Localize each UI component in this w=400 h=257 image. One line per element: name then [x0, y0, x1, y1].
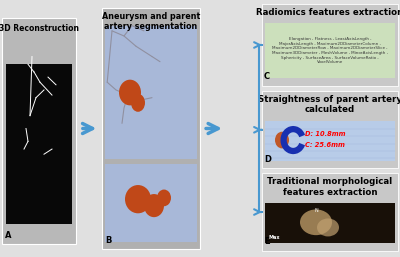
FancyBboxPatch shape: [262, 91, 398, 168]
Text: Straightness of parent artery
calculated: Straightness of parent artery calculated: [258, 95, 400, 114]
Text: Aneurysm and parent
artery segmentation: Aneurysm and parent artery segmentation: [102, 12, 200, 31]
Text: B: B: [105, 236, 112, 245]
Text: C: 25.6mm: C: 25.6mm: [305, 142, 345, 148]
FancyBboxPatch shape: [262, 4, 398, 86]
Text: E: E: [264, 237, 270, 246]
Text: D: 10.8mm: D: 10.8mm: [305, 131, 346, 137]
Text: Radiomics features extraction: Radiomics features extraction: [256, 8, 400, 17]
Text: 3D Reconstruction: 3D Reconstruction: [0, 24, 79, 33]
Text: Traditional morphological
features extraction: Traditional morphological features extra…: [268, 177, 392, 197]
Ellipse shape: [300, 209, 332, 235]
Ellipse shape: [125, 185, 151, 213]
FancyBboxPatch shape: [265, 203, 395, 243]
Text: Elongation , Flatness , LeastAxisLength ,
MajorAxisLength , Maximum2DDiameterCol: Elongation , Flatness , LeastAxisLength …: [272, 37, 388, 64]
Ellipse shape: [144, 194, 164, 217]
Ellipse shape: [119, 80, 141, 105]
Text: Max: Max: [269, 235, 280, 240]
Text: N: N: [314, 208, 318, 213]
FancyBboxPatch shape: [105, 26, 197, 159]
Ellipse shape: [131, 94, 145, 112]
Text: C: C: [264, 72, 270, 81]
Ellipse shape: [275, 132, 289, 149]
Text: A: A: [5, 231, 12, 240]
FancyBboxPatch shape: [265, 23, 395, 78]
Ellipse shape: [317, 218, 339, 236]
FancyBboxPatch shape: [262, 173, 398, 251]
FancyBboxPatch shape: [265, 121, 395, 161]
FancyBboxPatch shape: [105, 164, 197, 242]
Ellipse shape: [157, 190, 171, 206]
FancyBboxPatch shape: [102, 8, 200, 249]
FancyBboxPatch shape: [2, 18, 76, 244]
Text: D: D: [264, 155, 271, 164]
FancyBboxPatch shape: [6, 64, 72, 224]
